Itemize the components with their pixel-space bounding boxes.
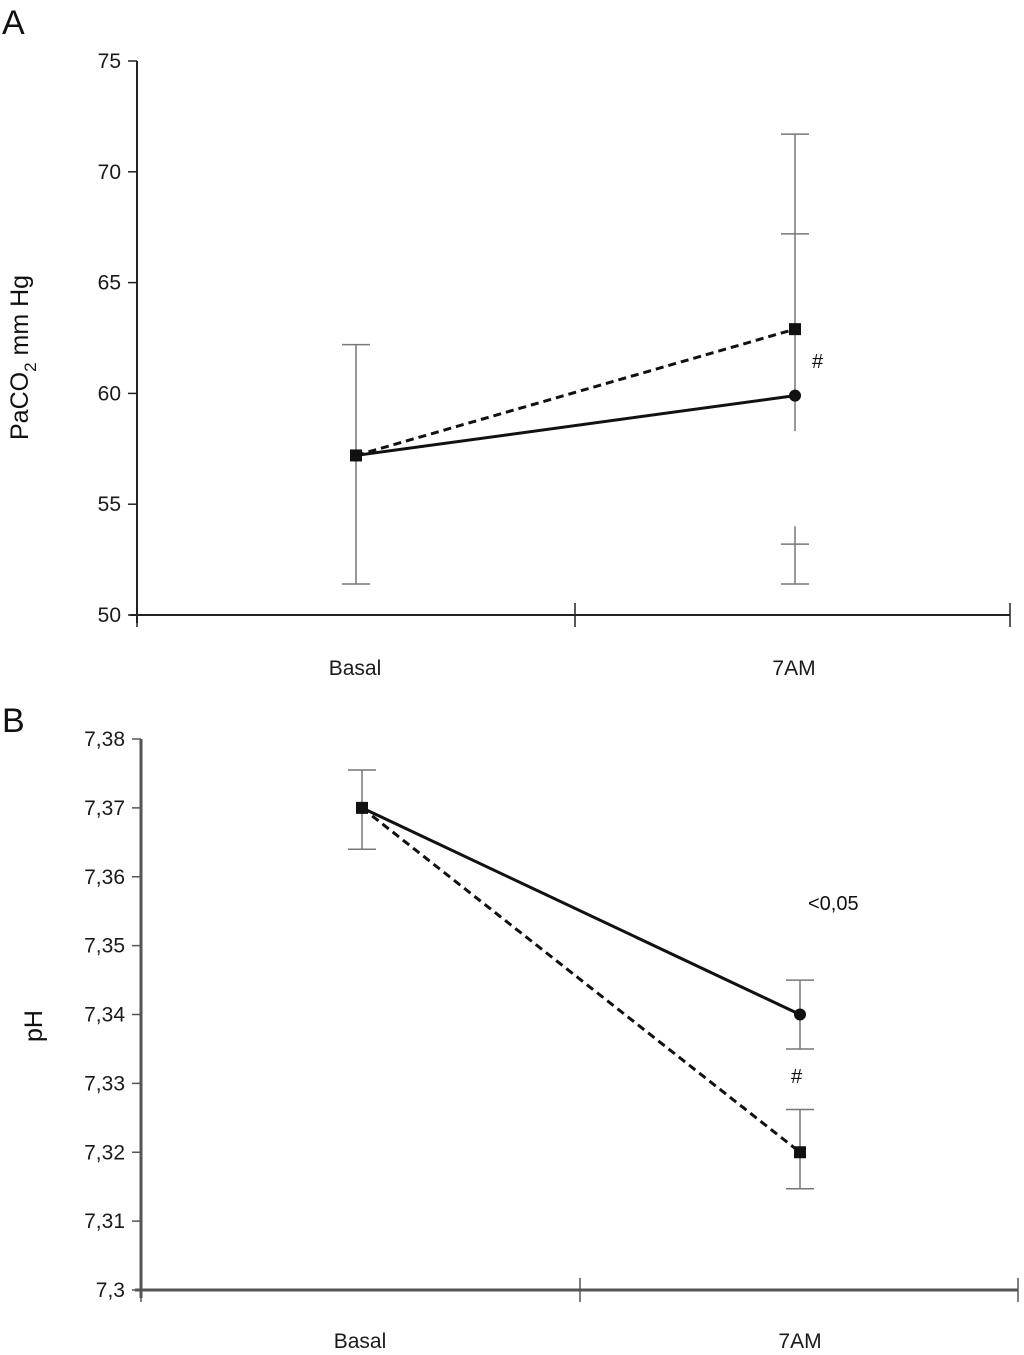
series-line-dashed [361,806,801,1154]
panel-a-x-tick-label-7am: 7AM [772,657,815,680]
data-point-square-dashed [789,323,801,336]
panel-a-y-tick-label: 75 [98,50,121,73]
panel-a-y-tick-label: 60 [98,382,121,405]
panel-a-y-ticks: 75 70 65 60 55 50 [98,50,137,627]
data-point-circle-solid [789,389,801,402]
panel-b-y-tick-label: 7,34 [84,1004,125,1027]
data-point-square-dashed [356,801,368,814]
panel-a: A PaCO2 mm Hg 75 70 65 60 55 50 Basal 7AM # [2,4,1011,680]
panel-b-y-tick-label: 7,37 [84,797,125,820]
panel-a-annotation-hash: # [812,351,824,373]
series-line-dashed [355,327,796,457]
panel-a-y-axis-label: PaCO2 mm Hg [6,275,40,440]
panel-a-y-tick-label: 50 [98,604,121,627]
panel-a-y-tick-label: 70 [98,161,121,184]
panel-b-x-tick-label-7am: 7AM [778,1330,821,1353]
series-line-solid [361,806,801,1016]
panel-b-axes [135,739,1019,1302]
panel-a-y-tick-label: 55 [98,493,121,516]
series-line-solid [355,394,796,457]
panel-a-series [350,323,801,462]
panel-b-annotation-pvalue: <0,05 [808,893,859,915]
data-point-square-dashed [350,449,362,462]
panel-a-y-tick-label: 65 [98,272,121,295]
panel-b-y-axis-label: pH [20,1010,48,1042]
panel-b-y-tick-label: 7,38 [84,728,125,751]
panel-b-annotation-hash: # [791,1066,803,1088]
data-point-circle-solid [794,1008,806,1021]
panel-b-series [356,801,806,1159]
panel-b-y-ticks: 7,38 7,37 7,36 7,35 7,34 7,33 7,32 7,31 7,3 [84,728,141,1302]
panel-b-label: B [2,702,25,740]
panel-a-axes [130,61,1011,627]
panel-b-y-tick-label: 7,31 [84,1210,125,1233]
panel-b-x-tick-label-basal: Basal [334,1330,387,1353]
panel-b-x-labels: Basal 7AM [334,1330,822,1353]
panel-a-error-bars [342,133,809,585]
data-point-square-dashed [794,1146,806,1159]
panel-b-y-tick-label: 7,35 [84,935,125,958]
panel-a-label: A [2,4,25,42]
panel-a-x-labels: Basal 7AM [329,657,816,680]
panel-a-x-tick-label-basal: Basal [329,657,382,680]
panel-b: B pH 7,387,377,367,357,347,337,327,317,3… [2,702,1019,1353]
panel-b-y-tick-label: 7,32 [84,1141,125,1164]
panel-b-y-tick-label: 7,3 [96,1279,125,1302]
panel-b-y-tick-label: 7,36 [84,866,125,889]
panel-b-y-tick-label: 7,33 [84,1072,125,1095]
